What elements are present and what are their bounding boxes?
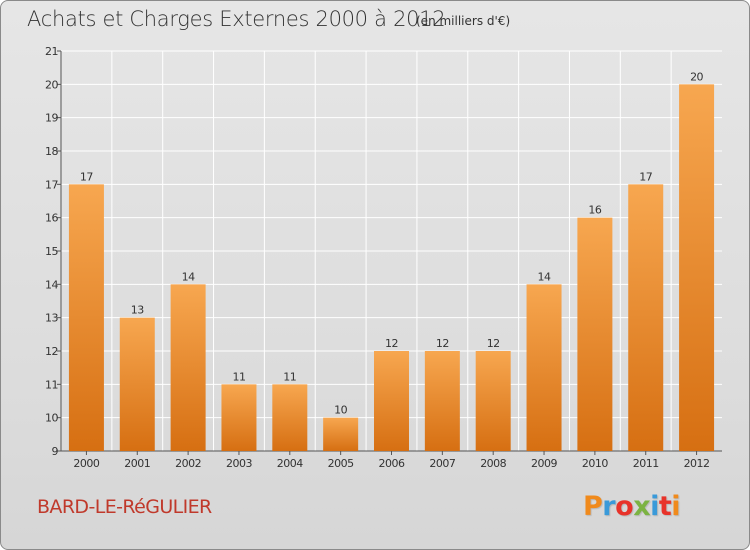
logo-letter: i bbox=[671, 491, 681, 522]
x-tick-label: 2010 bbox=[582, 457, 608, 470]
logo-letter: i bbox=[650, 491, 659, 522]
y-tick-label: 18 bbox=[45, 145, 58, 158]
bar-value-label: 17 bbox=[80, 170, 93, 183]
x-tick-label: 2005 bbox=[328, 457, 354, 470]
x-tick-label: 2012 bbox=[684, 457, 710, 470]
bar-value-label: 20 bbox=[690, 70, 703, 83]
x-tick-label: 2006 bbox=[379, 457, 405, 470]
y-tick-label: 12 bbox=[45, 345, 58, 358]
bar bbox=[628, 184, 664, 452]
x-tick-label: 2007 bbox=[429, 457, 455, 470]
y-tick-label: 16 bbox=[45, 212, 58, 225]
logo-letter: P bbox=[583, 491, 603, 522]
bar bbox=[374, 351, 409, 451]
bar bbox=[526, 284, 562, 451]
bar bbox=[577, 217, 613, 451]
bar-value-label: 12 bbox=[385, 337, 398, 350]
y-tick-label: 9 bbox=[52, 445, 59, 458]
logo-letter: x bbox=[633, 491, 651, 522]
y-tick-label: 20 bbox=[45, 78, 58, 91]
bars bbox=[68, 84, 715, 452]
x-tick-label: 2004 bbox=[277, 457, 303, 470]
bar-value-label: 16 bbox=[588, 204, 601, 217]
x-tick-label: 2000 bbox=[73, 457, 99, 470]
bar-value-label: 12 bbox=[487, 337, 500, 350]
logo-letter: o bbox=[615, 491, 634, 522]
bar-value-label: 13 bbox=[131, 304, 144, 317]
bar bbox=[272, 384, 308, 451]
bar-value-label: 14 bbox=[538, 270, 551, 283]
x-tick-label: 2002 bbox=[175, 457, 201, 470]
y-tick-label: 11 bbox=[45, 378, 58, 391]
x-tick-label: 2011 bbox=[633, 457, 659, 470]
x-tick-label: 2003 bbox=[226, 457, 252, 470]
bar-value-label: 12 bbox=[436, 337, 449, 350]
y-tick-label: 14 bbox=[45, 278, 58, 291]
bar bbox=[679, 84, 715, 451]
chart-title: Achats et Charges Externes 2000 à 2012 bbox=[27, 7, 446, 31]
bar-value-label: 14 bbox=[182, 270, 195, 283]
bar bbox=[221, 384, 257, 451]
commune-name: BARD-LE-RéGULIER bbox=[37, 496, 212, 518]
bar-value-label: 17 bbox=[639, 170, 652, 183]
proxiti-logo[interactable]: Proxiti bbox=[583, 491, 681, 522]
labels: 9 10 11 12 13 14 15 16 17 18 19 20 21 17 2000 13 2001 14 2… bbox=[45, 45, 710, 470]
bar-value-label: 10 bbox=[334, 404, 347, 417]
x-tick-label: 2008 bbox=[480, 457, 506, 470]
chart-subtitle: (en milliers d'€) bbox=[416, 14, 511, 28]
x-tick-label: 2001 bbox=[124, 457, 150, 470]
bar bbox=[424, 351, 460, 451]
bar-value-label: 11 bbox=[232, 370, 245, 383]
x-tick-label: 2009 bbox=[531, 457, 557, 470]
bar-value-label: 11 bbox=[283, 370, 296, 383]
logo-letter: r bbox=[602, 491, 616, 522]
bar bbox=[119, 317, 155, 451]
y-tick-label: 10 bbox=[45, 412, 58, 425]
y-tick-label: 19 bbox=[45, 112, 58, 125]
y-tick-label: 13 bbox=[45, 312, 58, 325]
logo-letter: t bbox=[658, 491, 672, 522]
bar bbox=[170, 284, 206, 451]
bar bbox=[475, 351, 511, 451]
y-tick-label: 17 bbox=[45, 178, 58, 191]
bar bbox=[68, 184, 104, 452]
y-tick-label: 21 bbox=[45, 45, 58, 58]
bar bbox=[323, 417, 359, 451]
y-tick-label: 15 bbox=[45, 245, 58, 258]
